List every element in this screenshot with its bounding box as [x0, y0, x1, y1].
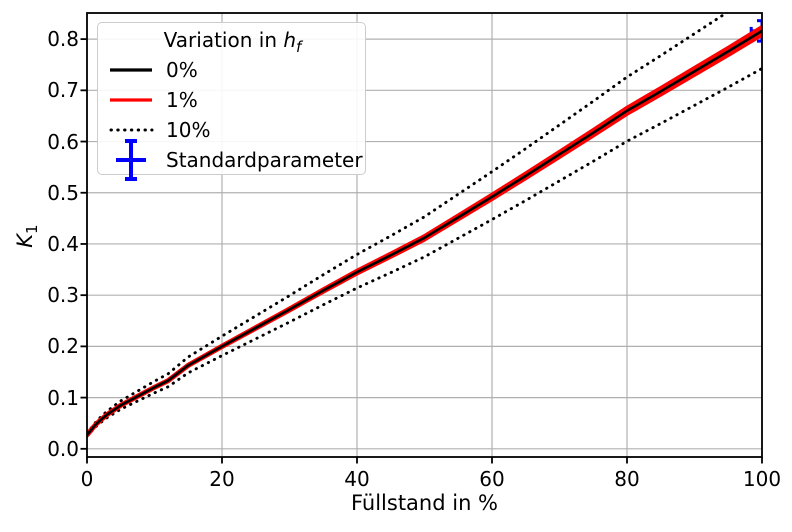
- legend-label-10pct: 10%: [166, 118, 211, 142]
- y-axis-label: K1: [13, 116, 41, 356]
- x-tick-label: 60: [479, 467, 505, 491]
- legend-title-text: Variation in: [163, 28, 284, 52]
- legend-title-variable-subscript: f: [296, 38, 302, 56]
- legend-label-1pct: 1%: [166, 88, 198, 112]
- y-tick-label: 0.5: [47, 180, 79, 205]
- solid-black-line-icon: [108, 66, 154, 74]
- y-tick-label: 0.4: [47, 231, 79, 256]
- y-tick-label: 0.2: [47, 334, 79, 359]
- y-tick-label: 0.6: [47, 129, 79, 154]
- x-tick-label: 0: [80, 467, 94, 491]
- legend-label-standardparameter: Standardparameter: [166, 148, 363, 172]
- y-tick-label: 0.0: [47, 436, 79, 461]
- x-axis-label: Füllstand in %: [350, 491, 499, 515]
- legend-label-0pct: 0%: [166, 58, 198, 82]
- x-tick-label: 80: [614, 467, 640, 491]
- x-tick-label: 40: [344, 467, 370, 491]
- y-tick-label: 0.3: [47, 283, 79, 308]
- axis-tick-marks: [80, 38, 763, 464]
- y-tick-label: 0.8: [47, 27, 79, 52]
- legend-title: Variation in hf: [108, 26, 357, 56]
- x-tick-label: 20: [209, 467, 235, 491]
- legend-box: Variation in hf 0% 1% 10%: [97, 22, 366, 181]
- y-axis-label-base: K: [12, 233, 37, 248]
- x-tick-label: 100: [742, 467, 782, 491]
- legend-entry-0pct: 0%: [108, 55, 357, 85]
- legend-title-variable: h: [283, 28, 297, 52]
- axes-spines: [86, 12, 763, 458]
- legend-entry-standardparameter: Standardparameter: [108, 139, 363, 181]
- dotted-black-line-icon: [108, 126, 154, 134]
- series-10pct: [87, 13, 729, 436]
- y-tick-label: 0.1: [47, 385, 79, 410]
- solid-red-line-icon: [108, 96, 154, 104]
- errorbar-plus-icon: [108, 139, 154, 181]
- y-tick-label: 0.7: [47, 78, 79, 103]
- y-axis-label-subscript: 1: [23, 224, 42, 234]
- legend-entry-10pct: 10%: [108, 115, 357, 145]
- legend-entry-1pct: 1%: [108, 85, 357, 115]
- data-series-lines: [87, 13, 762, 438]
- series-0pct: [87, 29, 762, 436]
